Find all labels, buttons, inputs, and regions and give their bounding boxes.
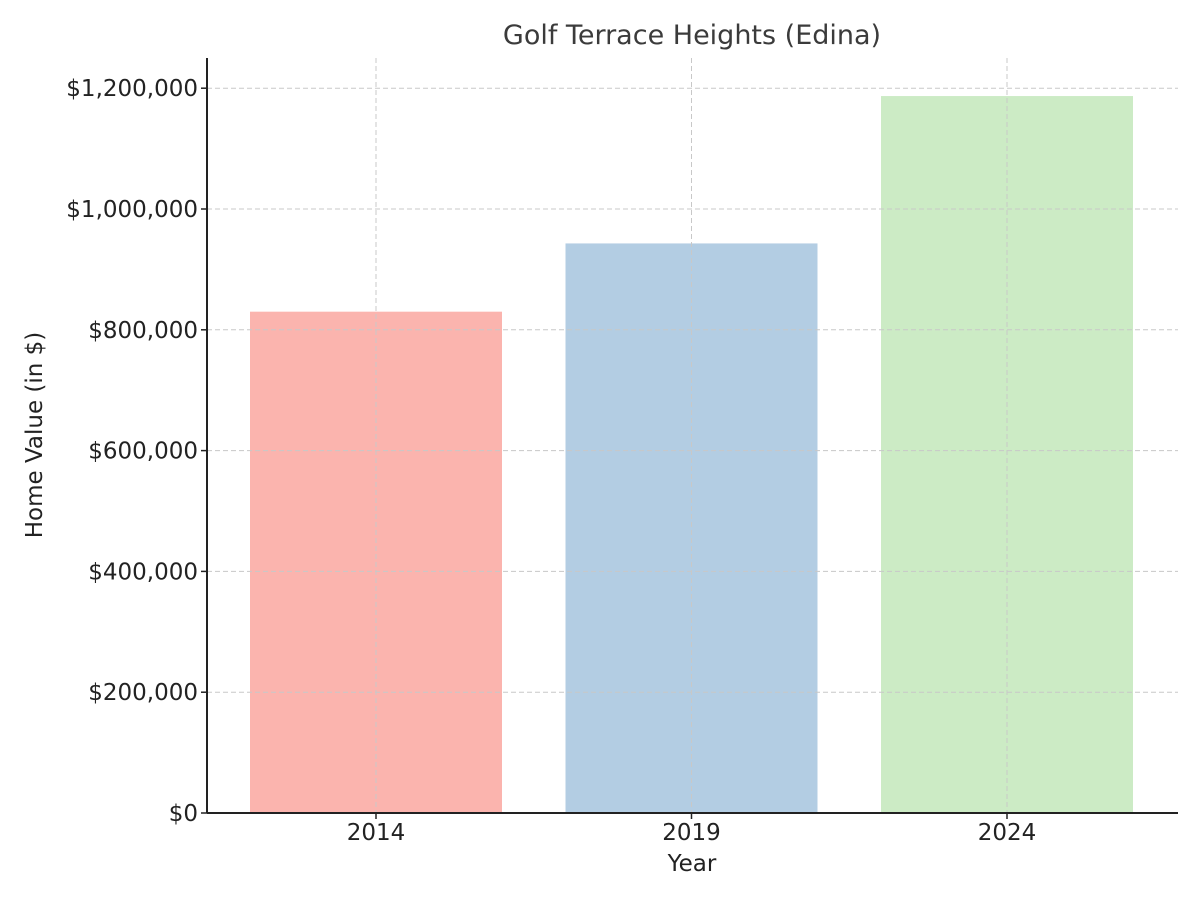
y-tick-label: $1,000,000 [66, 197, 198, 223]
y-tick-label: $200,000 [88, 680, 198, 706]
y-tick-label: $600,000 [88, 439, 198, 465]
grid-layer [207, 58, 1178, 813]
x-tick-labels: 2014 2019 2024 [347, 813, 1037, 846]
x-axis-label: Year [667, 851, 717, 877]
axis-layer [206, 58, 1178, 814]
y-tick-label: $0 [169, 801, 198, 827]
y-tick-label: $1,200,000 [66, 76, 198, 102]
y-tick-labels: $0 $200,000 $400,000 $600,000 $800,000 $1,000… [66, 76, 207, 827]
x-tick-label: 2024 [978, 820, 1037, 846]
y-tick-label: $800,000 [88, 318, 198, 344]
x-tick-label: 2019 [662, 820, 721, 846]
y-axis-label: Home Value (in $) [22, 332, 48, 539]
x-tick-label: 2014 [347, 820, 406, 846]
chart-title: Golf Terrace Heights (Edina) [503, 20, 881, 51]
bar-2019 [565, 243, 818, 814]
y-tick-label: $400,000 [88, 559, 198, 585]
